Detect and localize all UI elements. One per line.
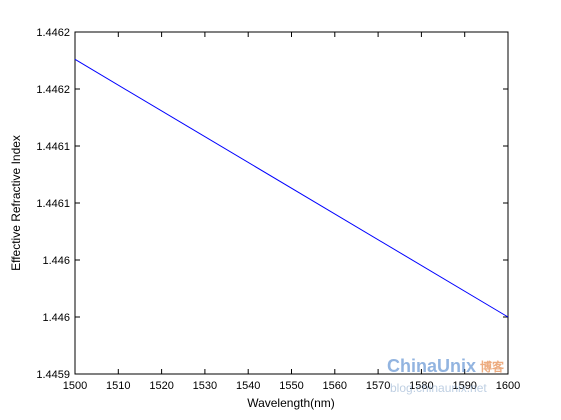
x-tick-label: 1530 (193, 380, 217, 392)
series-layer (74, 58, 509, 318)
watermark-cn: 博客 (480, 359, 505, 374)
y-axis-label: Effective Refractive Index (9, 135, 23, 271)
series-line-1 (74, 58, 509, 318)
x-tick-label: 1590 (452, 380, 476, 392)
y-tick-label: 1.446 (42, 312, 70, 324)
x-axis: 1500 1510 1520 1530 1540 1550 1560 1570 1580 1590… (63, 32, 520, 392)
x-tick-label: 1510 (106, 380, 130, 392)
x-tick-label: 1560 (323, 380, 347, 392)
x-tick-label: 1520 (149, 380, 173, 392)
watermark-logo: ChinaUnix (387, 356, 476, 376)
x-tick-label: 1570 (366, 380, 390, 392)
plot-area (74, 31, 509, 375)
watermark: ChinaUnix 博客 blog.chinaunix.net (387, 356, 505, 395)
x-tick-label: 1550 (279, 380, 303, 392)
y-tick-label: 1.4462 (36, 27, 70, 39)
y-tick-label: 1.4461 (36, 198, 70, 210)
y-tick-label: 1.4462 (36, 84, 70, 96)
y-tick-label: 1.4459 (36, 369, 70, 381)
x-tick-label: 1600 (496, 380, 520, 392)
y-tick-label: 1.446 (42, 255, 70, 267)
y-tick-label: 1.4461 (36, 141, 70, 153)
y-axis: 1.4459 1.446 1.446 1.4461 1.4461 1.4462 1.4462 (36, 27, 508, 381)
x-axis-label: Wavelength(nm) (247, 396, 335, 410)
x-tick-label: 1540 (236, 380, 260, 392)
x-tick-label: 1500 (63, 380, 87, 392)
x-tick-label: 1580 (409, 380, 433, 392)
watermark-url: blog.chinaunix.net (390, 381, 487, 395)
